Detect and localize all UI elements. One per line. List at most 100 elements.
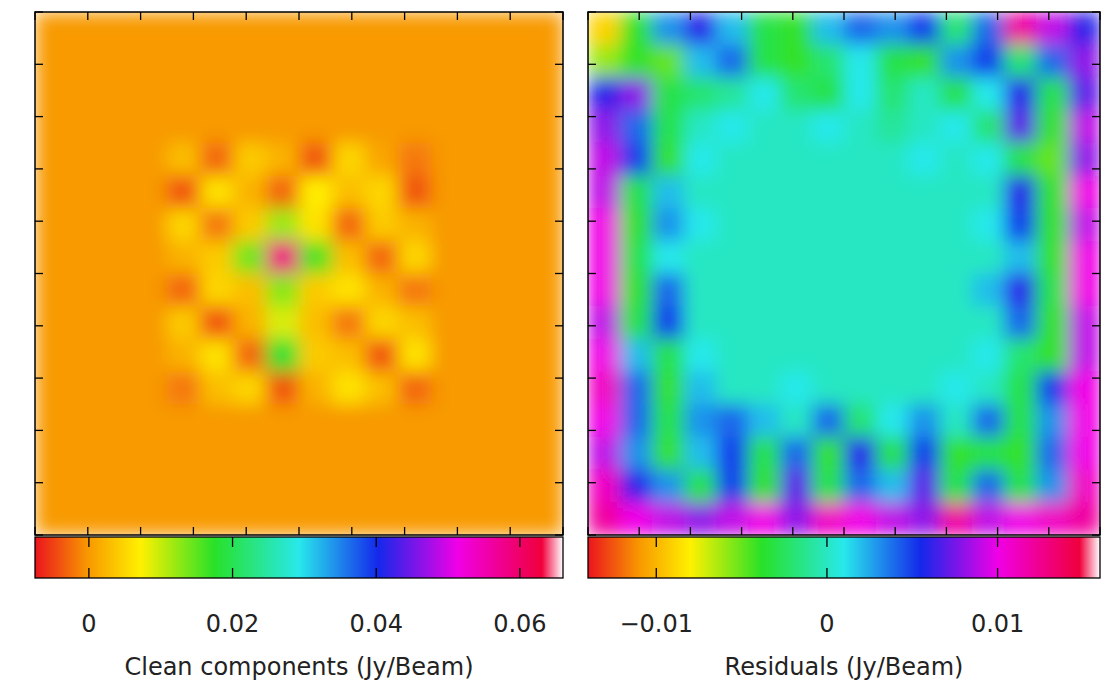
cell: [876, 175, 909, 208]
cell: [940, 470, 973, 503]
x-tick: [690, 527, 691, 535]
cell: [68, 175, 102, 208]
cell: [684, 143, 717, 176]
cell: [233, 241, 267, 274]
cell: [908, 208, 941, 241]
cell: [299, 404, 333, 437]
chart: 00.020.040.06Clean components (Jy/Beam)−…: [0, 0, 1110, 688]
cell: [588, 470, 621, 503]
cell: [1068, 404, 1100, 437]
cell: [233, 175, 267, 208]
cell: [35, 45, 69, 78]
cell: [780, 306, 813, 339]
cell: [167, 274, 201, 307]
cell: [530, 110, 563, 143]
cell: [332, 339, 366, 372]
cell: [1036, 110, 1069, 143]
cell: [812, 372, 845, 405]
cell: [716, 45, 749, 78]
cells: [588, 12, 1100, 535]
cell: [1068, 274, 1100, 307]
cell: [780, 502, 813, 535]
cell: [134, 339, 168, 372]
cell: [684, 470, 717, 503]
cell: [972, 12, 1005, 45]
cell: [497, 470, 531, 503]
cell: [68, 143, 102, 176]
cell: [167, 437, 201, 470]
frame: [588, 12, 1100, 535]
cell: [908, 12, 941, 45]
frame: [35, 12, 563, 535]
cell: [332, 372, 366, 405]
cell: [1068, 12, 1100, 45]
cell: [940, 372, 973, 405]
cell: [530, 372, 563, 405]
cell: [431, 372, 465, 405]
cell: [233, 274, 267, 307]
cell: [398, 274, 432, 307]
cell: [200, 437, 234, 470]
cell: [431, 45, 465, 78]
cell: [620, 274, 653, 307]
cell: [530, 12, 563, 45]
cell: [1004, 470, 1037, 503]
cell: [497, 143, 531, 176]
cell: [876, 404, 909, 437]
cell: [266, 175, 300, 208]
cell: [876, 143, 909, 176]
cell: [398, 12, 432, 45]
x-tick: [587, 527, 588, 535]
cell: [1004, 274, 1037, 307]
cell: [266, 404, 300, 437]
cell: [1036, 208, 1069, 241]
cell: [167, 45, 201, 78]
cell: [530, 208, 563, 241]
cell: [812, 502, 845, 535]
cell: [68, 372, 102, 405]
y-tick: [35, 273, 43, 274]
cell: [780, 372, 813, 405]
cell: [134, 437, 168, 470]
cell: [497, 437, 531, 470]
cell: [200, 241, 234, 274]
plot-area: [35, 12, 563, 535]
cell: [588, 339, 621, 372]
x-tick: [1099, 527, 1100, 535]
cell: [431, 110, 465, 143]
cell: [908, 143, 941, 176]
x-tick: [562, 527, 563, 535]
x-tick: [639, 12, 640, 20]
cell: [365, 110, 399, 143]
cell: [167, 77, 201, 110]
y-tick: [555, 221, 563, 222]
cell: [497, 306, 531, 339]
cell: [134, 502, 168, 535]
cell: [101, 437, 135, 470]
cell: [1036, 372, 1069, 405]
y-tick: [555, 11, 563, 12]
cell: [497, 404, 531, 437]
cell: [620, 45, 653, 78]
cell: [748, 306, 781, 339]
cell: [908, 45, 941, 78]
cell: [431, 12, 465, 45]
colorbar-tick-label: 0.04: [350, 610, 403, 638]
cell: [299, 77, 333, 110]
cell: [588, 77, 621, 110]
cell: [530, 404, 563, 437]
cell: [167, 208, 201, 241]
cell: [972, 470, 1005, 503]
cell: [1036, 306, 1069, 339]
cell: [134, 306, 168, 339]
x-tick: [946, 527, 947, 535]
cell: [1036, 404, 1069, 437]
cell: [134, 372, 168, 405]
y-tick: [35, 377, 43, 378]
x-tick: [298, 12, 299, 20]
panel: 00.020.040.06Clean components (Jy/Beam): [35, 12, 564, 681]
y-tick: [1092, 430, 1100, 431]
cell: [299, 208, 333, 241]
colorbar-tick: [232, 568, 233, 578]
colorbar-tick-label: 0.02: [206, 610, 259, 638]
